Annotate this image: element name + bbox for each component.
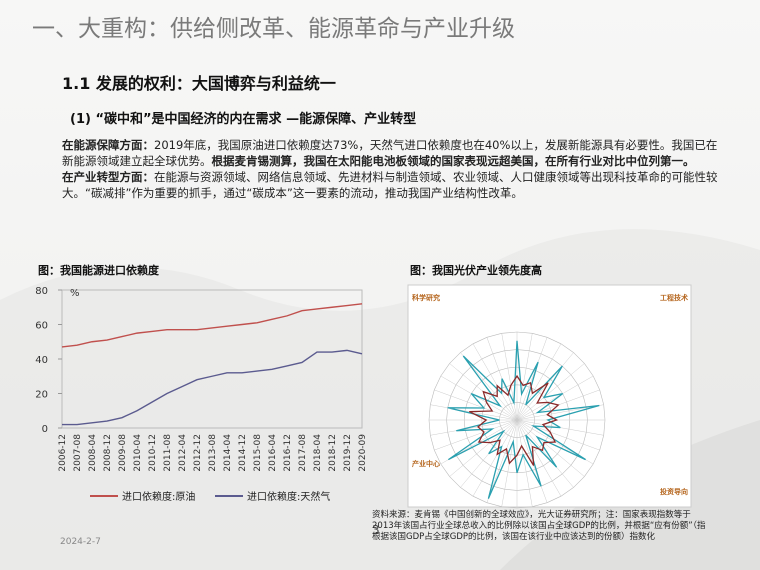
- radar-spoke: [434, 419, 518, 451]
- source-note: 资料来源：麦肯锡《中国创新的全球效应》，光大证券研究所；注：国家表现指数等于20…: [372, 510, 706, 542]
- y-tick-label: 40: [35, 355, 48, 366]
- x-tick-label: 2018-04: [313, 434, 323, 472]
- radar-spoke: [516, 419, 533, 507]
- x-tick-label: 2011-08: [163, 434, 173, 472]
- radar-spoke: [430, 404, 518, 421]
- x-tick-label: 2014-04: [223, 434, 233, 472]
- x-tick-label: 2009-08: [118, 434, 128, 472]
- text-run: 2019年底，我国原油进口依赖度达73%，天然气进口依赖度也在40%以上，发展新…: [62, 138, 718, 168]
- radar-spoke: [516, 343, 562, 421]
- paragraph: 在能源保障方面：2019年底，我国原油进口依赖度达73%，天然气进口依赖度也在4…: [62, 137, 727, 169]
- text-run: 在能源保障方面：: [62, 138, 154, 152]
- radar-spoke: [516, 352, 574, 421]
- radar-spoke: [516, 375, 594, 421]
- plot-area: [61, 289, 363, 429]
- y-tick-label: 0: [42, 424, 48, 435]
- date: 2024-2-7: [60, 537, 101, 547]
- y-unit: %: [70, 288, 80, 299]
- slide-title: 一、大重构：供给侧改革、能源革命与产业升级: [32, 16, 515, 42]
- corner-label: 科学研究: [412, 293, 440, 302]
- body-text: 在能源保障方面：2019年底，我国原油进口依赖度达73%，天然气进口依赖度也在4…: [62, 137, 727, 201]
- radar-spoke: [516, 337, 548, 421]
- radar-spoke: [472, 343, 518, 421]
- corner-label: 投资导向: [660, 487, 688, 496]
- x-tick-label: 2007-08: [73, 434, 83, 472]
- x-tick-label: 2012-12: [193, 434, 203, 472]
- x-tick-label: 2016-04: [268, 434, 278, 472]
- x-tick-label: 2020-09: [358, 434, 368, 472]
- x-tick-label: 2014-12: [238, 434, 248, 472]
- data-line: [62, 349, 363, 426]
- radar-spoke: [501, 333, 518, 421]
- radar-spoke: [449, 419, 518, 477]
- subsection-title: (1) “碳中和”是中国经济的内在需求 —能源保障、产业转型: [70, 112, 417, 127]
- paragraph: 在产业转型方面：在能源与资源领域、网络信息领域、先进材料与制造领域、农业领域、人…: [62, 169, 727, 201]
- data-line: [61, 303, 363, 348]
- page-number: 3: [372, 523, 380, 537]
- radar-spoke: [516, 419, 548, 503]
- x-tick-label: 2016-12: [283, 434, 293, 472]
- x-tick-label: 2010-04: [133, 434, 143, 472]
- x-tick-label: 2017-08: [298, 434, 308, 472]
- radar-spoke: [516, 363, 585, 421]
- x-tick-label: 2015-08: [253, 434, 263, 472]
- x-tick-label: 2018-12: [328, 434, 338, 472]
- x-tick-label: 2019-12: [343, 434, 353, 472]
- text-run: 在产业转型方面：: [62, 170, 154, 184]
- radar-spoke: [516, 419, 585, 477]
- radar-spoke: [434, 389, 518, 421]
- x-tick-label: 2012-04: [178, 434, 188, 472]
- figure-caption: 图：我国能源进口依赖度: [38, 264, 159, 277]
- radar-spoke: [516, 419, 574, 488]
- radar-spoke: [516, 419, 600, 451]
- section-title: 1.1 发展的权利：大国博弈与利益统一: [62, 74, 336, 93]
- y-tick-label: 20: [35, 390, 48, 401]
- radar-spoke: [440, 375, 518, 421]
- x-tick-label: 2008-04: [88, 434, 98, 472]
- legend-label: 进口依赖度:原油: [122, 490, 195, 503]
- corner-label: 工程技术: [660, 293, 688, 302]
- legend-label: 进口依赖度:天然气: [247, 490, 330, 503]
- radar-spoke: [472, 419, 518, 497]
- radar-spoke: [430, 419, 518, 436]
- x-tick-label: 2010-12: [148, 434, 158, 472]
- text-run: 在能源与资源领域、网络信息领域、先进材料与制造领域、农业领域、人口健康领域等出现…: [62, 170, 718, 200]
- radar-outline: [469, 374, 560, 466]
- radar-spoke: [516, 333, 533, 421]
- y-tick-label: 60: [35, 321, 48, 332]
- x-tick-label: 2013-08: [208, 434, 218, 472]
- x-tick-label: 2008-12: [103, 434, 113, 472]
- figure-caption: 图：我国光伏产业领先度高: [410, 264, 542, 277]
- radar-spoke: [516, 419, 562, 497]
- radar-outline: [447, 340, 600, 499]
- y-tick-label: 80: [35, 286, 48, 297]
- x-tick-label: 2006-12: [58, 434, 68, 472]
- text-run: 根据麦肯锡测算，我国在太阳能电池板领域的国家表现远超美国，在所有行业对比中位列第…: [211, 154, 695, 168]
- corner-label: 产业中心: [412, 459, 440, 468]
